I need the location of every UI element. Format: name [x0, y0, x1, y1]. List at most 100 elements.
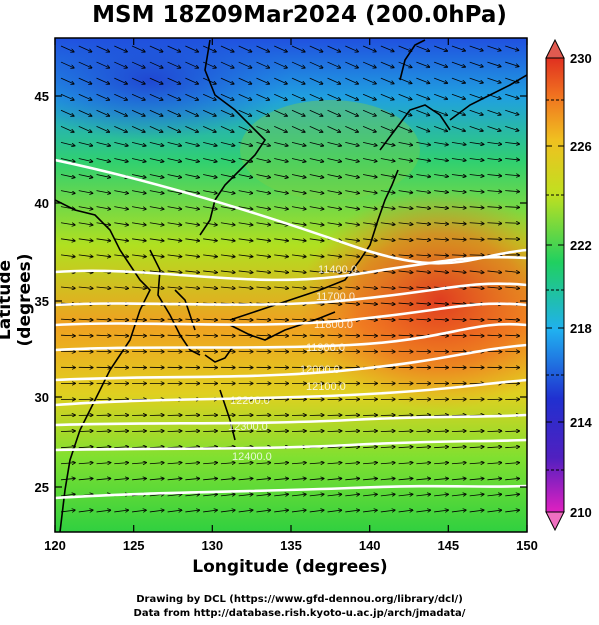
- wind-arrow: [167, 478, 182, 479]
- wind-arrow: [78, 190, 93, 194]
- wind-arrow: [451, 319, 466, 320]
- wind-arrow: [203, 158, 217, 161]
- wind-arrow: [203, 239, 217, 241]
- wind-arrow: [274, 158, 288, 161]
- wind-arrow: [434, 494, 448, 496]
- wind-arrow: [238, 125, 252, 132]
- wind-arrow: [416, 447, 430, 448]
- wind-arrow: [362, 61, 376, 68]
- wind-arrow: [96, 463, 111, 464]
- wind-arrow: [416, 93, 429, 99]
- wind-arrow: [363, 431, 377, 432]
- wind-arrow: [185, 45, 198, 52]
- wind-arrow: [167, 463, 182, 464]
- wind-arrow: [291, 206, 306, 209]
- wind-arrow: [505, 45, 518, 50]
- wind-arrow: [345, 125, 358, 132]
- wind-arrow: [149, 271, 164, 273]
- wind-arrow: [256, 494, 270, 496]
- wind-arrow: [380, 335, 395, 336]
- wind-arrow: [96, 431, 111, 432]
- wind-arrow: [114, 510, 128, 512]
- wind-arrow: [505, 271, 519, 273]
- wind-arrow: [469, 61, 483, 67]
- wind-arrow: [469, 142, 484, 144]
- wind-arrow: [469, 109, 483, 115]
- wind-arrow: [327, 303, 342, 304]
- wind-arrow: [167, 45, 181, 52]
- wind-arrow: [256, 478, 270, 479]
- wind-arrow: [78, 61, 92, 68]
- wind-arrow: [185, 93, 198, 100]
- wind-arrow: [327, 45, 341, 52]
- wind-arrow: [238, 510, 253, 512]
- wind-arrow: [203, 142, 217, 145]
- wind-arrow: [327, 93, 341, 100]
- wind-arrow: [78, 463, 93, 464]
- wind-arrow: [380, 494, 395, 496]
- wind-arrow: [60, 61, 74, 68]
- wind-arrow: [505, 431, 519, 432]
- wind-arrow: [114, 93, 127, 100]
- wind-arrow: [363, 463, 377, 464]
- wind-arrow: [60, 190, 75, 194]
- wind-arrow: [398, 287, 413, 288]
- wind-arrow: [60, 447, 75, 448]
- wind-arrow: [185, 431, 199, 432]
- wind-arrow: [469, 223, 484, 224]
- wind-arrow: [96, 255, 111, 257]
- wind-arrow: [309, 125, 323, 132]
- wind-arrow: [256, 93, 269, 100]
- wind-arrow: [309, 271, 324, 273]
- wind-arrow: [416, 158, 430, 160]
- wind-arrow: [487, 447, 501, 448]
- wind-arrow: [291, 190, 306, 194]
- colorbar: 230 226 222 218 214 210: [545, 38, 592, 532]
- wind-arrow: [327, 222, 342, 225]
- contour-label: 12300.0: [228, 421, 268, 433]
- wind-arrow: [380, 447, 395, 448]
- wind-arrow: [434, 463, 448, 464]
- wind-arrow: [220, 335, 235, 336]
- wind-arrow: [309, 287, 324, 288]
- wind-arrow: [96, 61, 110, 68]
- wind-arrow: [380, 61, 394, 67]
- wind-arrow: [380, 93, 394, 99]
- wind-arrow: [291, 158, 306, 161]
- wind-arrow: [327, 174, 342, 178]
- wind-arrow: [274, 125, 287, 132]
- wind-arrow: [220, 239, 235, 241]
- wind-arrow: [416, 271, 430, 273]
- wind-arrow: [78, 255, 93, 257]
- wind-arrow: [416, 174, 430, 177]
- wind-arrow: [327, 77, 341, 84]
- wind-arrow: [345, 222, 359, 225]
- wind-arrow: [451, 77, 465, 83]
- wind-arrow: [505, 510, 519, 512]
- wind-arrow: [185, 158, 199, 161]
- wind-arrow: [398, 174, 413, 177]
- wind-arrow: [185, 109, 198, 116]
- wind-arrow: [60, 125, 74, 132]
- wind-arrow: [416, 510, 430, 512]
- y-axis-label: Latitude (degrees): [0, 253, 35, 347]
- wind-arrow: [434, 109, 447, 115]
- wind-arrow: [185, 463, 199, 464]
- wind-arrow: [309, 93, 323, 100]
- wind-arrow: [78, 158, 93, 161]
- wind-arrow: [505, 191, 519, 192]
- wind-arrow: [78, 45, 92, 52]
- wind-arrow: [203, 319, 217, 320]
- wind-arrow: [78, 142, 93, 145]
- wind-arrow: [309, 109, 323, 116]
- wind-arrow: [345, 431, 359, 432]
- wind-arrow: [114, 463, 128, 464]
- x-tick-label: 120: [44, 538, 66, 553]
- wind-arrow: [149, 93, 163, 100]
- wind-arrow: [274, 239, 288, 241]
- wind-arrow: [505, 158, 519, 159]
- wind-arrow: [416, 223, 430, 224]
- wind-arrow: [96, 447, 111, 448]
- colorbar-tick-label: 222: [570, 238, 592, 253]
- wind-arrow: [487, 239, 501, 240]
